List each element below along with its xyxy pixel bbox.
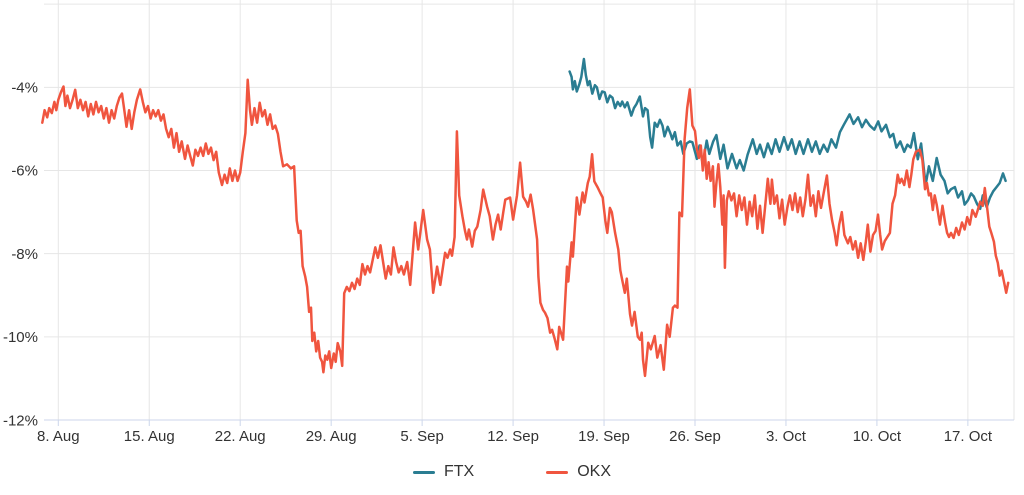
x-axis-label: 10. Oct <box>853 428 902 445</box>
x-axis-label: 12. Sep <box>487 428 539 445</box>
y-axis-label: -6% <box>11 163 38 180</box>
y-axis-label: -10% <box>3 329 38 346</box>
x-axis-label: 5. Sep <box>400 428 443 445</box>
x-axis-label: 22. Aug <box>215 428 266 445</box>
ftx-line-swatch-icon <box>412 470 435 474</box>
x-axis-label: 8. Aug <box>37 428 80 445</box>
ftx-line[interactable] <box>568 57 1007 211</box>
axes <box>44 419 1014 426</box>
x-axis-label: 29. Aug <box>306 428 357 445</box>
x-axis-label: 15. Aug <box>124 428 175 445</box>
okx-line-swatch-icon <box>546 470 569 474</box>
legend-label-ftx: FTX <box>443 463 475 480</box>
x-axis-label: 19. Sep <box>578 428 630 445</box>
x-axis-label: 17. Oct <box>944 428 993 445</box>
plot-area[interactable] <box>44 0 1014 420</box>
legend-item-ftx[interactable]: FTX <box>412 461 475 483</box>
legend-label-okx: OKX <box>577 463 611 480</box>
y-axis-label: -8% <box>11 246 38 263</box>
x-axis-label: 3. Oct <box>766 428 807 445</box>
series-lines <box>41 57 1010 378</box>
x-axis-label: 26. Sep <box>669 428 721 445</box>
y-axis-label: -12% <box>3 412 38 429</box>
y-axis-label: -4% <box>11 80 38 97</box>
legend-item-okx[interactable]: OKX <box>546 461 611 483</box>
axis-labels: 8. Aug 15. Aug 22. Aug 29. Aug 5. Sep 12. Sep… <box>3 80 993 445</box>
legend: FTX OKX <box>0 461 1024 483</box>
okx-line[interactable] <box>41 78 1010 378</box>
